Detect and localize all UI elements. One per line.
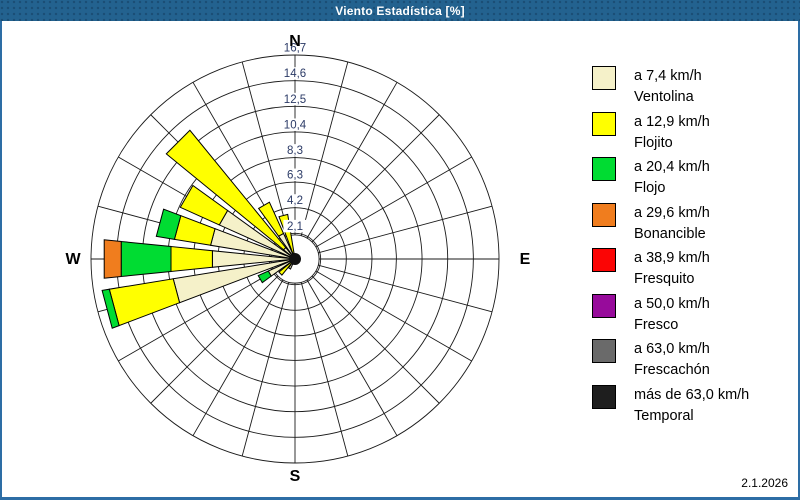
legend-item-temporal: más de 63,0 km/h Temporal bbox=[592, 384, 797, 431]
chart-area: 2,1 4,2 6,3 8,3 10,4 12,5 14,6 16,7 N E S W a 7,4 k… bbox=[0, 21, 800, 500]
legend-name-label: Frescachón bbox=[634, 362, 710, 378]
sector-bar-270-Bonancible bbox=[103, 239, 122, 279]
compass-east: E bbox=[520, 251, 531, 268]
legend-name-label: Flojo bbox=[634, 180, 666, 196]
legend-speed-label: a 50,0 km/h bbox=[634, 295, 710, 312]
radial-tick-label: 16,7 bbox=[284, 43, 306, 55]
legend: a 7,4 km/h Ventolina a 12,9 km/h Flojito… bbox=[592, 66, 797, 430]
legend-item-fresquito: a 38,9 km/h Fresquito bbox=[592, 248, 797, 294]
radial-tick-label: 8,3 bbox=[287, 145, 303, 157]
sector-bar-270-Flojo bbox=[120, 240, 172, 278]
legend-item-frescachon: a 63,0 km/h Frescachón bbox=[592, 339, 797, 385]
rose-center-dot bbox=[289, 253, 301, 265]
legend-swatch-bonancible bbox=[592, 202, 616, 227]
wind-rose-bars bbox=[101, 129, 296, 329]
legend-swatch-ventolina bbox=[592, 66, 616, 90]
legend-swatch-fresquito bbox=[592, 248, 616, 272]
legend-speed-label: a 12,9 km/h bbox=[634, 113, 710, 130]
legend-name-label: Ventolina bbox=[634, 89, 694, 105]
radial-tick-label: 14,6 bbox=[284, 68, 306, 80]
legend-name-label: Fresco bbox=[634, 316, 679, 333]
legend-speed-label: a 29,6 km/h bbox=[634, 204, 710, 221]
sector-bar-255-Flojito bbox=[108, 278, 181, 327]
legend-speed-label: a 20,4 km/h bbox=[634, 159, 710, 175]
radial-tick-label: 6,3 bbox=[287, 170, 303, 182]
sector-bar-330-Flojito bbox=[257, 201, 285, 237]
radial-tick-label: 12,5 bbox=[284, 94, 306, 106]
legend-speed-label: a 38,9 km/h bbox=[634, 250, 710, 266]
wind-rose-chart: 2,1 4,2 6,3 8,3 10,4 12,5 14,6 16,7N E S W bbox=[65, 33, 531, 485]
legend-name-label: Bonancible bbox=[634, 225, 706, 242]
sector-bar-315-Flojito bbox=[165, 129, 287, 251]
legend-item-flojito: a 12,9 km/h Flojito bbox=[592, 111, 797, 158]
compass-north: N bbox=[289, 33, 301, 50]
sector-bar-300-Flojito bbox=[179, 184, 229, 226]
legend-swatch-frescachon bbox=[592, 339, 616, 363]
sector-bar-255-Flojo bbox=[101, 288, 120, 329]
sector-bar-240-Flojo bbox=[257, 270, 272, 284]
legend-speed-label: a 7,4 km/h bbox=[634, 68, 702, 84]
legend-item-flojo: a 20,4 km/h Flojo bbox=[592, 157, 797, 203]
legend-name-label: Temporal bbox=[634, 407, 694, 424]
legend-swatch-temporal bbox=[592, 384, 616, 409]
legend-speed-label: a 63,0 km/h bbox=[634, 341, 710, 357]
compass-south: S bbox=[290, 468, 301, 485]
radial-axis-labels: 2,1 4,2 6,3 8,3 10,4 12,5 14,6 16,7 bbox=[280, 41, 310, 233]
sector-bar-270-Flojito bbox=[170, 245, 213, 273]
compass-west: W bbox=[65, 251, 81, 268]
legend-speed-label: más de 63,0 km/h bbox=[634, 386, 750, 403]
legend-item-bonancible: a 29,6 km/h Bonancible bbox=[592, 202, 797, 249]
date-label: 2.1.2026 bbox=[741, 476, 788, 490]
legend-swatch-flojo bbox=[592, 157, 616, 181]
window-title: Viento Estadística [%] bbox=[335, 3, 465, 18]
legend-swatch-fresco bbox=[592, 293, 616, 318]
sector-bar-285-Flojo bbox=[155, 208, 182, 240]
radial-tick-label: 4,2 bbox=[287, 195, 303, 207]
legend-name-label: Flojito bbox=[634, 134, 673, 151]
window-titlebar: Viento Estadística [%] bbox=[0, 0, 800, 21]
legend-name-label: Fresquito bbox=[634, 271, 695, 287]
legend-item-ventolina: a 7,4 km/h Ventolina bbox=[592, 66, 797, 112]
radial-tick-label: 10,4 bbox=[284, 119, 307, 131]
legend-swatch-flojito bbox=[592, 111, 616, 136]
radial-tick-label: 2,1 bbox=[287, 221, 303, 233]
legend-item-fresco: a 50,0 km/h Fresco bbox=[592, 293, 797, 340]
